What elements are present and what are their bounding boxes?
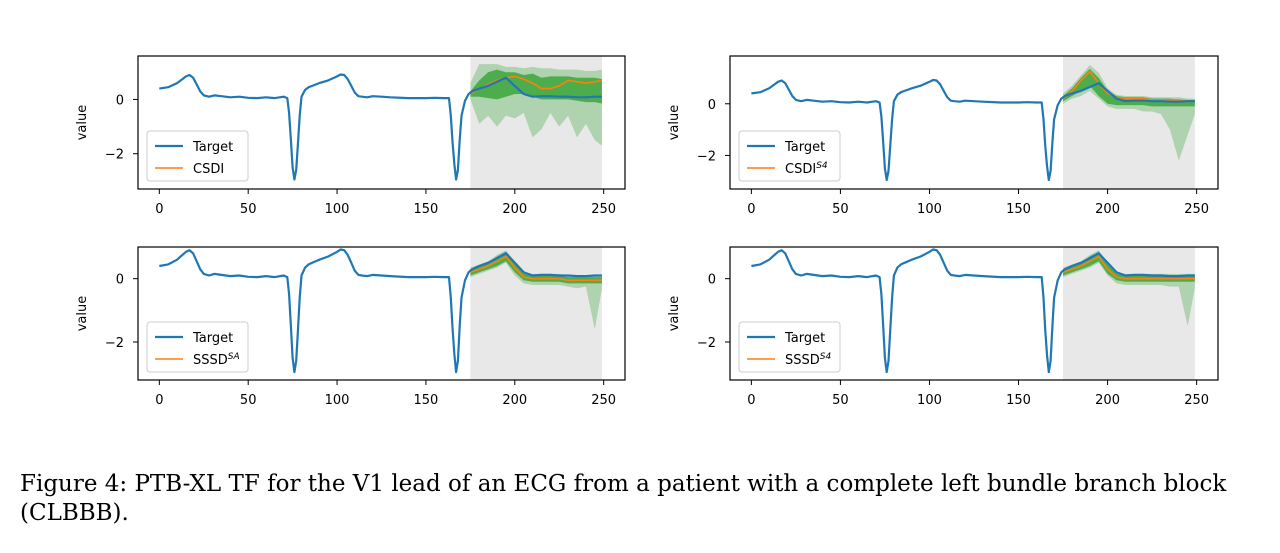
x-tick-label: 50 (240, 393, 257, 408)
x-tick-label: 150 (414, 202, 439, 217)
legend-label-target: Target (192, 140, 233, 155)
y-tick-label: −2 (697, 336, 716, 351)
y-axis-label: value (667, 105, 682, 141)
legend-label-target: Target (784, 331, 825, 346)
x-tick-label: 150 (414, 393, 439, 408)
y-tick-label: −2 (697, 149, 716, 164)
x-tick-label: 50 (240, 202, 257, 217)
legend-label-target: Target (192, 331, 233, 346)
y-tick-label: 0 (116, 273, 124, 288)
x-tick-label: 50 (832, 393, 849, 408)
x-tick-label: 200 (502, 393, 527, 408)
target-line (751, 78, 1195, 182)
x-tick-label: 250 (1184, 202, 1209, 217)
forecast-region (470, 247, 602, 380)
y-tick-label: 0 (116, 93, 124, 108)
y-axis-label: value (75, 105, 90, 141)
x-tick-label: 100 (325, 393, 350, 408)
x-tick-label: 200 (1095, 202, 1120, 217)
y-tick-label: 0 (708, 98, 716, 113)
x-tick-label: 0 (747, 393, 755, 408)
x-tick-label: 0 (747, 202, 755, 217)
x-tick-label: 100 (325, 202, 350, 217)
x-tick-label: 0 (155, 202, 163, 217)
x-tick-label: 250 (591, 393, 616, 408)
forecast-median-line (470, 255, 602, 282)
axes-frame (137, 55, 626, 190)
y-axis-label: value (75, 296, 90, 332)
axes-frame (729, 55, 1219, 190)
subplot-csdi: 0 50 100 150 200 250 0 −2 value Target CSDI (75, 55, 626, 217)
x-tick-label: 100 (917, 393, 942, 408)
legend-label-target: Target (784, 140, 825, 155)
prediction-interval-inner (470, 251, 602, 284)
x-tick-label: 250 (591, 202, 616, 217)
x-tick-label: 150 (1006, 202, 1031, 217)
x-tick-label: 50 (832, 202, 849, 217)
x-tick-label: 200 (502, 202, 527, 217)
figure: 0 50 100 150 200 250 0 −2 value Target CSDI 0 50 100… (75, 55, 1219, 408)
y-tick-label: −2 (105, 148, 124, 163)
target-line (159, 73, 602, 181)
forecast-median-line (1062, 255, 1195, 280)
y-tick-label: −2 (105, 336, 124, 351)
y-axis-label: value (667, 296, 682, 332)
x-tick-label: 250 (1184, 393, 1209, 408)
figure-caption: Figure 4: PTB-XL TF for the V1 lead of a… (20, 471, 1227, 526)
legend: Target CSDI (146, 130, 249, 182)
forecast-median-line (469, 75, 603, 95)
x-tick-label: 150 (1006, 393, 1031, 408)
x-tick-label: 100 (917, 202, 942, 217)
axes-frame (729, 246, 1219, 381)
forecast-median-line (1062, 70, 1195, 102)
y-tick-label: 0 (708, 273, 716, 288)
legend-label-forecast: CSDI (193, 162, 224, 177)
prediction-interval-inner (1063, 251, 1195, 282)
x-tick-label: 200 (1095, 393, 1120, 408)
axes-frame (137, 246, 626, 381)
x-tick-label: 0 (155, 393, 163, 408)
target-line (751, 248, 1195, 374)
forecast-region (1063, 247, 1195, 380)
prediction-interval-inner (1063, 68, 1195, 107)
target-line (159, 248, 602, 374)
